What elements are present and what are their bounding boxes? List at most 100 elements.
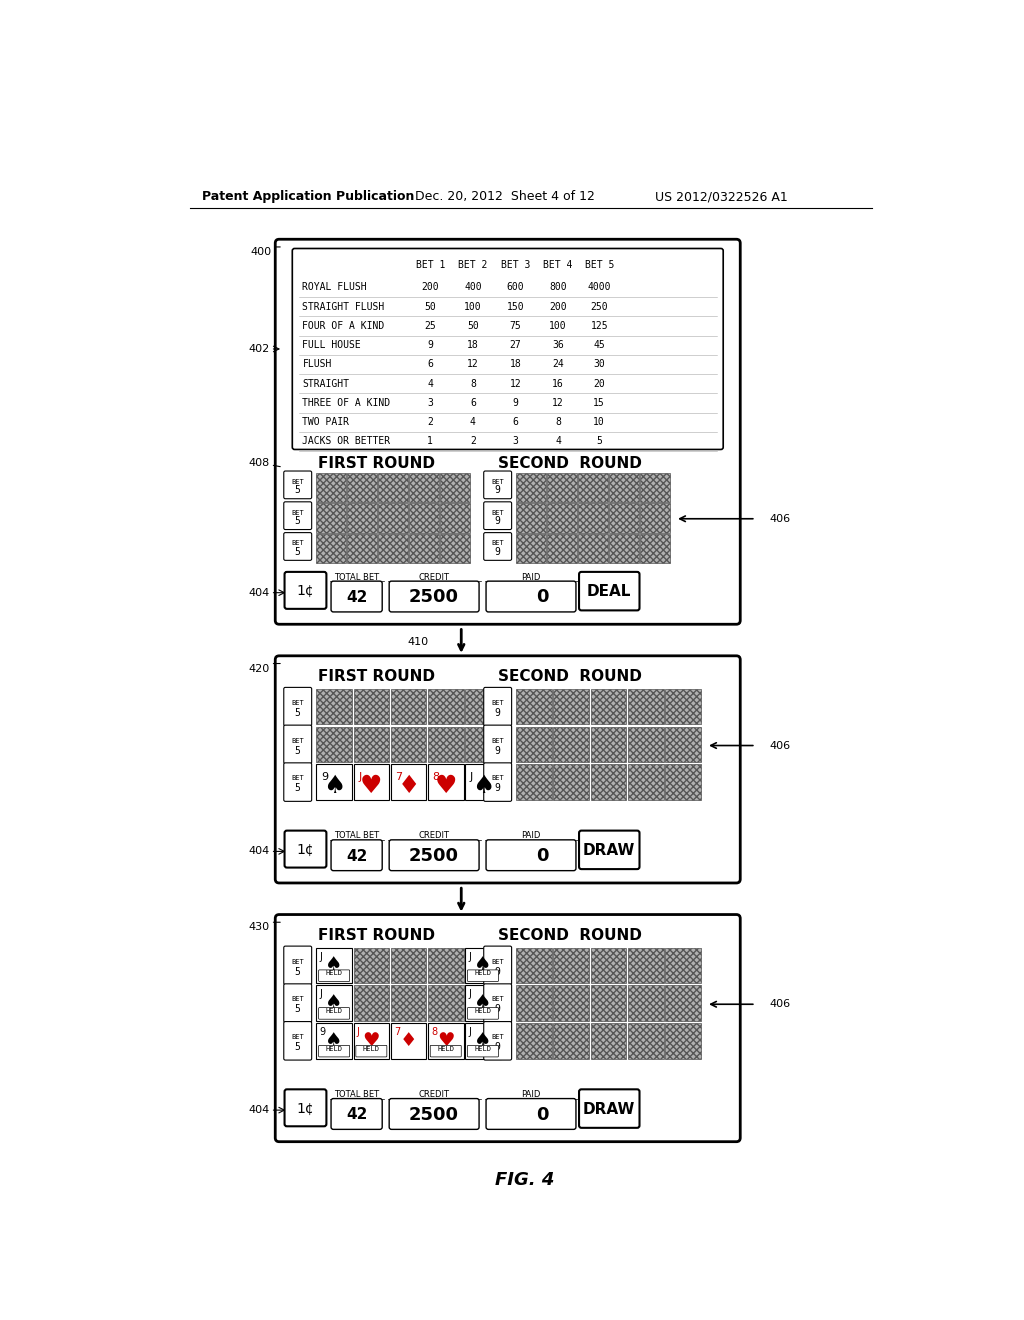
FancyBboxPatch shape	[275, 239, 740, 624]
Text: 50: 50	[424, 302, 436, 312]
Text: ROYAL FLUSH: ROYAL FLUSH	[302, 282, 367, 292]
Text: 800: 800	[549, 282, 567, 292]
Bar	[591, 689, 627, 725]
Text: STRAIGHT: STRAIGHT	[302, 379, 349, 388]
Bar	[516, 764, 552, 800]
Text: 9: 9	[495, 516, 501, 527]
Text: PAID: PAID	[521, 573, 541, 582]
Text: 125: 125	[591, 321, 608, 331]
Bar	[591, 948, 627, 983]
Text: FLUSH: FLUSH	[302, 359, 332, 370]
Bar	[554, 689, 589, 725]
Bar	[591, 726, 627, 762]
Text: 10: 10	[593, 417, 605, 428]
Bar	[665, 985, 700, 1020]
FancyBboxPatch shape	[331, 840, 382, 871]
FancyBboxPatch shape	[285, 572, 327, 609]
Text: ♠: ♠	[326, 1031, 343, 1049]
Text: 15: 15	[593, 397, 605, 408]
Text: 6: 6	[470, 397, 476, 408]
Bar	[378, 535, 408, 564]
Text: 0: 0	[537, 1106, 549, 1123]
Text: ♦: ♦	[399, 1031, 418, 1049]
Text: PAID: PAID	[521, 832, 541, 841]
Text: ♠: ♠	[326, 993, 343, 1012]
Bar	[316, 1023, 352, 1059]
Bar	[410, 503, 438, 533]
Bar	[353, 948, 389, 983]
Bar	[428, 764, 464, 800]
Text: 12: 12	[510, 379, 521, 388]
Text: 402: 402	[249, 345, 270, 354]
Text: 5: 5	[295, 1041, 301, 1052]
Text: SECOND  ROUND: SECOND ROUND	[498, 669, 642, 684]
Text: 9: 9	[495, 966, 501, 977]
Bar	[440, 535, 470, 564]
Text: JACKS OR BETTER: JACKS OR BETTER	[302, 437, 390, 446]
Text: 404: 404	[249, 587, 270, 598]
Text: J: J	[356, 1027, 359, 1038]
Bar	[391, 985, 426, 1020]
FancyBboxPatch shape	[284, 1022, 311, 1060]
Text: J: J	[470, 772, 473, 781]
Text: 36: 36	[552, 341, 564, 350]
Text: HELD: HELD	[474, 970, 492, 977]
Bar	[579, 473, 607, 502]
Text: 6: 6	[513, 417, 518, 428]
Text: BET: BET	[492, 958, 504, 965]
FancyBboxPatch shape	[483, 1022, 512, 1060]
Bar	[665, 764, 700, 800]
FancyBboxPatch shape	[331, 581, 382, 612]
Text: 9: 9	[495, 1005, 501, 1014]
Text: 50: 50	[467, 321, 479, 331]
Bar	[554, 948, 589, 983]
Text: 100: 100	[549, 321, 567, 331]
Bar	[391, 764, 426, 800]
Bar	[516, 503, 546, 533]
Text: 0: 0	[537, 847, 549, 865]
Bar	[316, 503, 346, 533]
FancyBboxPatch shape	[483, 763, 512, 801]
Bar	[465, 985, 501, 1020]
Bar	[609, 473, 639, 502]
Text: 5: 5	[596, 437, 602, 446]
Bar	[516, 1023, 552, 1059]
Bar	[428, 689, 464, 725]
Text: 2: 2	[470, 437, 476, 446]
FancyBboxPatch shape	[284, 533, 311, 560]
Bar	[428, 1023, 464, 1059]
Bar	[391, 689, 426, 725]
Bar	[391, 1023, 426, 1059]
FancyBboxPatch shape	[292, 248, 723, 449]
FancyBboxPatch shape	[318, 1045, 349, 1057]
Bar	[316, 985, 352, 1020]
FancyBboxPatch shape	[331, 1098, 382, 1130]
Text: BET 2: BET 2	[458, 260, 487, 269]
Text: ♥: ♥	[362, 1031, 380, 1049]
Text: BET: BET	[292, 700, 304, 706]
Text: CREDIT: CREDIT	[419, 573, 450, 582]
Bar	[554, 985, 589, 1020]
Text: CREDIT: CREDIT	[419, 832, 450, 841]
Bar	[609, 535, 639, 564]
Text: 200: 200	[549, 302, 567, 312]
Text: 18: 18	[510, 359, 521, 370]
FancyBboxPatch shape	[486, 1098, 575, 1130]
FancyBboxPatch shape	[284, 471, 311, 499]
Bar	[554, 764, 589, 800]
Text: 5: 5	[295, 546, 301, 557]
FancyBboxPatch shape	[483, 502, 512, 529]
Text: DRAW: DRAW	[583, 843, 636, 858]
Bar	[516, 985, 552, 1020]
Bar	[347, 535, 377, 564]
Text: 5: 5	[295, 746, 301, 755]
Bar	[516, 473, 546, 502]
Text: US 2012/0322526 A1: US 2012/0322526 A1	[655, 190, 787, 203]
Text: 5: 5	[295, 516, 301, 527]
Text: 0: 0	[537, 589, 549, 606]
Text: 45: 45	[593, 341, 605, 350]
Text: 42: 42	[346, 1107, 368, 1122]
Text: ♠: ♠	[472, 775, 495, 799]
Text: HELD: HELD	[326, 970, 343, 977]
Text: 408: 408	[249, 458, 270, 469]
